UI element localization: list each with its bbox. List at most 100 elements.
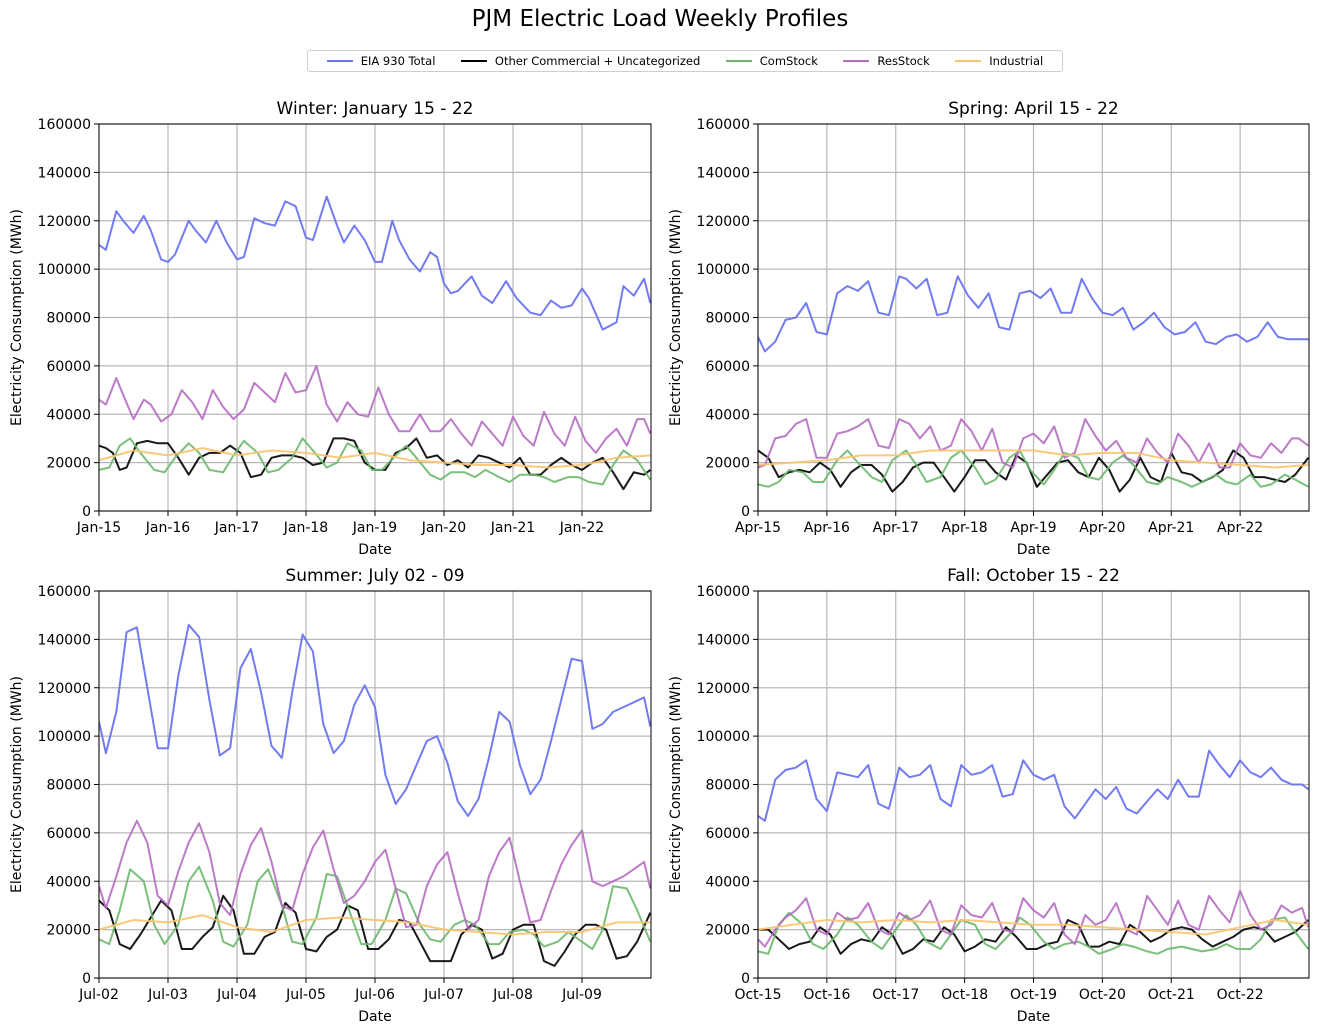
fall-ytick-label-1: 20000: [705, 923, 750, 939]
spring-xlabel: Date: [1017, 542, 1050, 558]
winter-ytick-label-6: 120000: [38, 214, 91, 230]
spring-series-comstock: [758, 449, 1309, 488]
spring-ytick-label-3: 60000: [705, 359, 750, 375]
winter-ytick-label-8: 160000: [38, 117, 91, 133]
winter-series-eia-930-total: [99, 195, 651, 331]
summer-ytick-label-0: 0: [82, 971, 91, 987]
fall-series-industrial: [758, 919, 1309, 936]
summer-xtick-label-1: Jul-03: [147, 987, 188, 1003]
fall-title: Fall: October 15 - 22: [947, 566, 1120, 586]
fall-xtick-label-3: Oct-18: [941, 987, 988, 1003]
fall-series-eia-930-total: [758, 749, 1309, 822]
spring-ytick-label-2: 40000: [705, 407, 750, 423]
winter-title: Winter: January 15 - 22: [277, 99, 474, 119]
spring-series-eia-930-total: [758, 275, 1309, 353]
summer-xlabel: Date: [358, 1009, 391, 1025]
fall-xtick-label-4: Oct-19: [1010, 987, 1057, 1003]
spring-xtick-label-5: Apr-20: [1079, 520, 1125, 536]
fall-ytick-label-4: 80000: [705, 778, 750, 794]
summer-ytick-label-2: 40000: [46, 874, 91, 890]
spring-xtick-label-7: Apr-22: [1217, 520, 1263, 536]
summer-ytick-label-5: 100000: [38, 729, 91, 745]
winter-xtick-label-2: Jan-17: [214, 520, 259, 536]
winter-series-industrial: [99, 447, 651, 469]
fall-xtick-label-7: Oct-22: [1217, 987, 1264, 1003]
spring-xtick-label-6: Apr-21: [1148, 520, 1194, 536]
spring-ylabel: Electricity Consumption (MWh): [668, 209, 684, 426]
winter-ytick-label-7: 140000: [38, 165, 91, 181]
summer-ytick-label-4: 80000: [46, 778, 91, 794]
legend-swatch-other-commercial: [460, 60, 487, 62]
winter-xtick-label-0: Jan-15: [76, 520, 121, 536]
summer-series-resstock: [99, 819, 651, 931]
summer-series-comstock: [99, 865, 651, 950]
legend-label-eia: EIA 930 Total: [360, 54, 436, 68]
summer-ytick-label-7: 140000: [38, 632, 91, 648]
winter-xtick-label-3: Jan-18: [283, 520, 328, 536]
spring-xtick-label-1: Apr-16: [804, 520, 850, 536]
fall-xtick-label-0: Oct-15: [734, 987, 781, 1003]
legend-item-eia: EIA 930 Total: [326, 54, 436, 68]
fall-ytick-label-6: 120000: [697, 681, 750, 697]
fall-series-other-commercial-uncategorized: [758, 919, 1309, 955]
spring-ytick-label-4: 80000: [705, 311, 750, 327]
winter-xtick-label-6: Jan-21: [490, 520, 535, 536]
fall-ytick-label-8: 160000: [697, 584, 750, 600]
fall-chart: 0 20000 40000 60000 80000 100000 120000 140000 1…: [668, 566, 1310, 1025]
spring-title: Spring: April 15 - 22: [948, 99, 1118, 119]
winter-series-resstock: [99, 364, 651, 454]
fall-xlabel: Date: [1017, 1009, 1050, 1025]
spring-xtick-label-4: Apr-19: [1010, 520, 1056, 536]
winter-chart: 0 20000 40000 60000 80000 100000 120000 140000 1…: [9, 99, 652, 558]
legend-label-other-commercial: Other Commercial + Uncategorized: [494, 54, 701, 68]
summer-series-industrial: [99, 914, 651, 936]
legend-item-industrial: Industrial: [955, 54, 1043, 68]
winter-xlabel: Date: [358, 542, 391, 558]
spring-ytick-label-5: 100000: [697, 262, 750, 278]
fall-xtick-label-1: Oct-16: [803, 987, 850, 1003]
figure-title: PJM Electric Load Weekly Profiles: [471, 6, 849, 32]
legend-swatch-resstock: [843, 60, 870, 62]
legend-item-resstock: ResStock: [843, 54, 930, 68]
summer-series-other-commercial-uncategorized: [99, 894, 651, 967]
winter-ytick-label-3: 60000: [46, 359, 91, 375]
summer-title: Summer: July 02 - 09: [285, 566, 464, 586]
summer-xtick-label-0: Jul-02: [78, 987, 119, 1003]
legend-swatch-comstock: [725, 60, 752, 62]
legend-label-resstock: ResStock: [877, 54, 930, 68]
fall-ytick-label-7: 140000: [697, 632, 750, 648]
spring-chart: 0 20000 40000 60000 80000 100000 120000 140000 1…: [668, 99, 1310, 558]
spring-ytick-label-8: 160000: [697, 117, 750, 133]
summer-ylabel: Electricity Consumption (MWh): [9, 676, 25, 893]
fall-xtick-label-6: Oct-21: [1148, 987, 1195, 1003]
winter-ytick-label-4: 80000: [46, 311, 91, 327]
summer-ytick-label-6: 120000: [38, 681, 91, 697]
winter-ytick-label-2: 40000: [46, 407, 91, 423]
summer-xtick-label-5: Jul-07: [423, 987, 464, 1003]
summer-xtick-label-3: Jul-05: [285, 987, 326, 1003]
fall-ytick-label-0: 0: [741, 971, 750, 987]
winter-series-comstock: [99, 437, 651, 486]
fall-ylabel: Electricity Consumption (MWh): [668, 676, 684, 893]
winter-xtick-label-4: Jan-19: [352, 520, 397, 536]
spring-xtick-label-3: Apr-18: [942, 520, 988, 536]
spring-series-industrial: [758, 449, 1309, 469]
summer-xtick-label-2: Jul-04: [216, 987, 257, 1003]
fall-series-resstock: [758, 889, 1309, 948]
spring-xtick-label-2: Apr-17: [873, 520, 919, 536]
summer-xtick-label-6: Jul-08: [492, 987, 533, 1003]
summer-ytick-label-8: 160000: [38, 584, 91, 600]
winter-xtick-label-1: Jan-16: [145, 520, 191, 536]
spring-ytick-label-1: 20000: [705, 456, 750, 472]
winter-ytick-label-5: 100000: [38, 262, 91, 278]
spring-ytick-label-7: 140000: [697, 165, 750, 181]
summer-chart: 0 20000 40000 60000 80000 100000 120000 140000 1…: [9, 566, 652, 1025]
legend: EIA 930 Total Other Commercial + Uncateg…: [307, 50, 1063, 72]
legend-label-industrial: Industrial: [989, 54, 1044, 68]
fall-ytick-label-3: 60000: [705, 826, 750, 842]
fall-ytick-label-5: 100000: [697, 729, 750, 745]
legend-item-other-commercial: Other Commercial + Uncategorized: [460, 54, 701, 68]
summer-series-eia-930-total: [99, 623, 651, 817]
legend-label-comstock: ComStock: [759, 54, 818, 68]
